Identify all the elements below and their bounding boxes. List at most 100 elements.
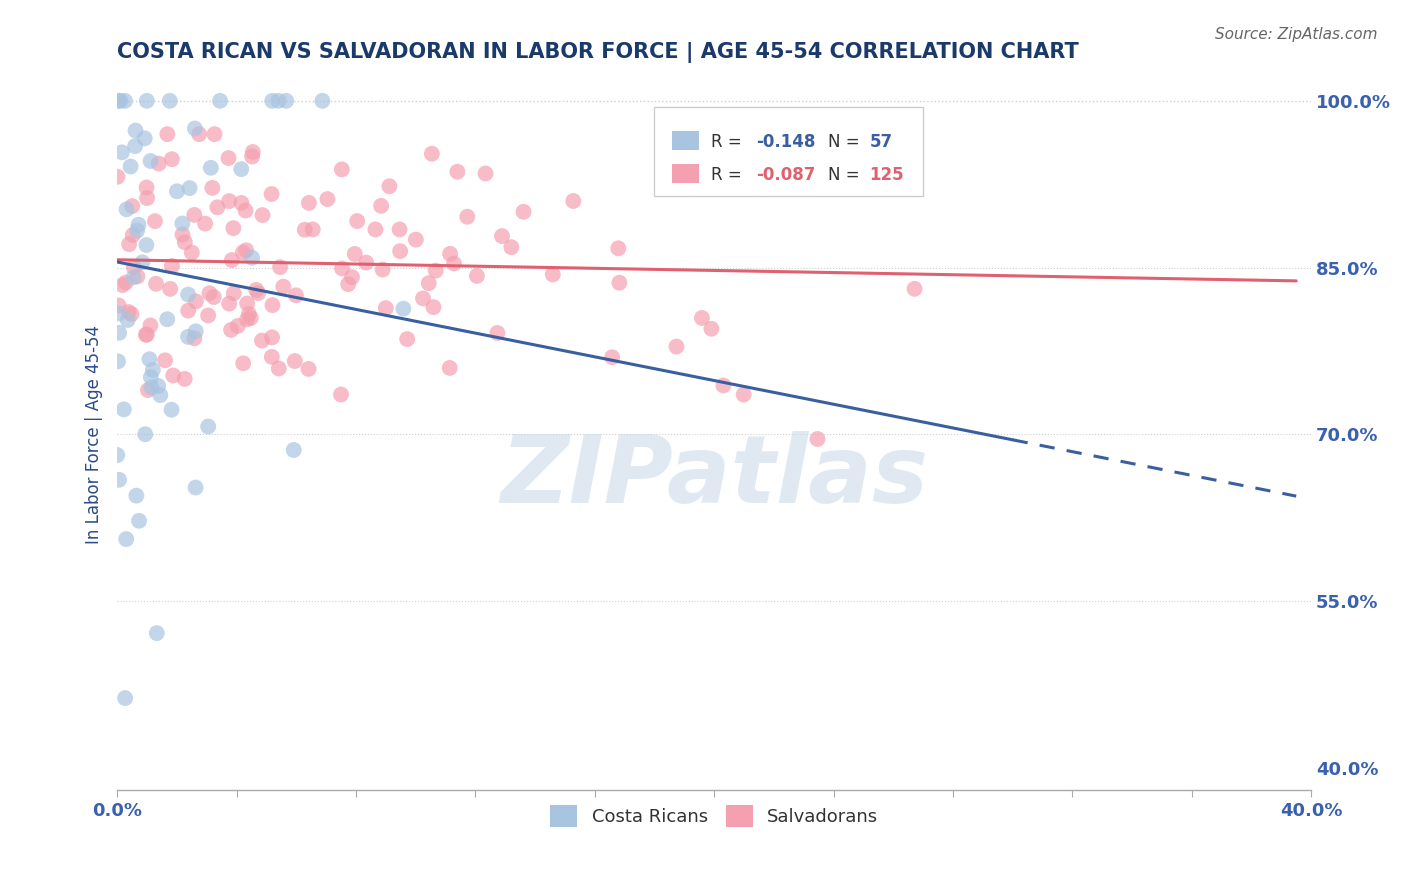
Point	[209, 94, 232, 108]
Point	[370, 199, 392, 213]
Point	[607, 241, 630, 255]
Point	[364, 222, 387, 236]
Point	[122, 270, 145, 285]
Point	[218, 194, 240, 208]
Point	[262, 298, 284, 312]
Point	[388, 222, 411, 236]
Point	[269, 260, 291, 274]
Point	[139, 154, 162, 169]
Point	[143, 214, 166, 228]
Point	[235, 203, 257, 218]
Point	[160, 402, 183, 417]
Point	[122, 260, 145, 274]
Point	[700, 322, 723, 336]
Point	[456, 210, 478, 224]
Point	[135, 238, 157, 252]
Point	[162, 368, 184, 383]
Point	[236, 296, 259, 310]
Point	[240, 251, 263, 265]
Point	[188, 127, 211, 141]
Point	[316, 192, 339, 206]
Point	[222, 286, 245, 301]
Point	[340, 270, 363, 285]
Point	[232, 245, 254, 260]
Point	[609, 276, 631, 290]
Point	[474, 166, 496, 180]
Point	[262, 94, 284, 108]
Point	[501, 240, 523, 254]
Point	[194, 217, 217, 231]
Point	[121, 228, 143, 243]
Point	[117, 305, 139, 319]
Text: COSTA RICAN VS SALVADORAN IN LABOR FORCE | AGE 45-54 CORRELATION CHART: COSTA RICAN VS SALVADORAN IN LABOR FORCE…	[117, 42, 1078, 62]
Point	[141, 380, 163, 394]
Point	[276, 94, 298, 108]
Y-axis label: In Labor Force | Age 45-54: In Labor Force | Age 45-54	[86, 325, 103, 544]
Text: -0.087: -0.087	[756, 166, 815, 185]
Point	[283, 442, 305, 457]
Point	[177, 303, 200, 318]
Point	[713, 378, 735, 392]
Point	[136, 383, 159, 397]
Point	[153, 353, 176, 368]
Text: R =: R =	[710, 133, 741, 151]
Point	[242, 145, 264, 159]
Point	[412, 292, 434, 306]
FancyBboxPatch shape	[654, 107, 924, 196]
Point	[297, 362, 319, 376]
Point	[389, 244, 412, 259]
Text: 125: 125	[869, 166, 904, 185]
Point	[218, 151, 240, 165]
Point	[260, 350, 283, 364]
Point	[184, 324, 207, 338]
Point	[148, 156, 170, 170]
Point	[541, 268, 564, 282]
Point	[107, 94, 129, 108]
Point	[219, 323, 242, 337]
Point	[273, 279, 295, 293]
Point	[139, 370, 162, 384]
Point	[236, 312, 259, 326]
Point	[600, 350, 623, 364]
Point	[184, 481, 207, 495]
Point	[665, 340, 688, 354]
Point	[284, 288, 307, 302]
Point	[180, 245, 202, 260]
Point	[127, 269, 149, 284]
Point	[118, 237, 141, 252]
FancyBboxPatch shape	[672, 164, 699, 183]
Point	[124, 139, 146, 153]
Text: Source: ZipAtlas.com: Source: ZipAtlas.com	[1215, 27, 1378, 42]
Point	[128, 514, 150, 528]
Point	[231, 162, 253, 177]
Point	[121, 199, 143, 213]
Point	[173, 235, 195, 250]
Point	[420, 146, 443, 161]
Point	[125, 489, 148, 503]
Point	[127, 224, 149, 238]
Point	[138, 352, 160, 367]
Point	[179, 181, 201, 195]
Text: R =: R =	[710, 166, 741, 185]
Point	[301, 222, 323, 236]
Point	[107, 169, 129, 184]
Point	[105, 448, 128, 462]
Point	[396, 332, 419, 346]
Point	[115, 202, 138, 217]
Point	[354, 255, 377, 269]
Point	[294, 223, 316, 237]
Point	[159, 94, 181, 108]
Point	[392, 301, 415, 316]
Point	[690, 310, 713, 325]
Point	[184, 294, 207, 309]
Point	[207, 200, 229, 214]
Point	[247, 286, 270, 301]
Point	[238, 307, 260, 321]
Point	[232, 356, 254, 370]
Point	[115, 532, 138, 546]
Point	[145, 277, 167, 291]
Point	[156, 312, 179, 326]
Point	[149, 388, 172, 402]
Point	[756, 169, 779, 184]
Point	[239, 311, 262, 326]
